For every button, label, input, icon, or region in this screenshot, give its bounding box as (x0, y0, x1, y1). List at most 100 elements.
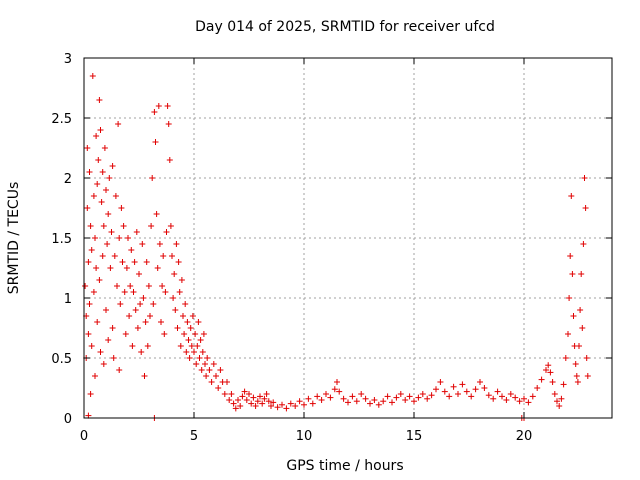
data-point-marker (331, 386, 338, 393)
data-point-marker (213, 373, 219, 379)
data-point-marker (100, 223, 107, 229)
x-tick-label: 10 (296, 429, 313, 444)
data-point-marker (499, 393, 505, 400)
y-axis-label: SRMTID / TECUs (6, 182, 22, 295)
data-point-marker (565, 331, 571, 337)
data-point-marker (149, 175, 156, 181)
data-point-marker (384, 393, 391, 400)
data-point-marker (334, 379, 340, 385)
data-point-marker (156, 241, 163, 247)
data-point-marker (549, 379, 556, 385)
data-point-marker (560, 381, 567, 388)
data-point-marker (114, 283, 120, 289)
data-point-marker (166, 157, 173, 163)
data-point-marker (139, 241, 146, 247)
data-point-marker (477, 379, 483, 385)
data-point-marker (202, 361, 208, 367)
data-point-marker (195, 319, 202, 325)
data-point-marker (208, 379, 215, 385)
data-point-marker (141, 373, 148, 379)
data-point-marker (104, 241, 111, 247)
data-point-marker (97, 349, 104, 355)
data-point-marker (199, 349, 206, 355)
data-point-marker (196, 355, 203, 361)
data-point-marker (235, 397, 241, 403)
data-point-marker (180, 313, 186, 319)
data-point-marker (580, 241, 587, 247)
data-point-marker (463, 388, 470, 395)
data-point-marker (415, 394, 422, 401)
data-point-marker (115, 121, 122, 127)
data-point-marker (224, 379, 230, 385)
data-point-marker (165, 121, 172, 127)
data-point-marker (126, 313, 133, 319)
x-tick-label: 0 (80, 429, 88, 444)
y-tick-label: 1.5 (51, 232, 72, 247)
data-point-marker (175, 259, 182, 265)
data-point-marker (160, 253, 167, 259)
x-tick-label: 15 (406, 429, 423, 444)
data-point-marker (96, 97, 103, 103)
data-point-marker (185, 337, 192, 343)
data-point-marker (191, 349, 197, 355)
data-point-marker (94, 181, 101, 187)
y-tick-label: 0 (64, 412, 72, 427)
data-point-marker (93, 133, 100, 139)
data-point-marker (90, 193, 97, 199)
data-point-marker (362, 395, 369, 402)
data-point-marker (203, 373, 210, 379)
data-point-marker (132, 307, 139, 313)
y-tick-label: 2.5 (51, 112, 72, 127)
data-point-marker (521, 395, 527, 402)
data-point-marker (578, 271, 585, 277)
data-point-marker (584, 373, 591, 379)
data-point-marker (177, 343, 184, 349)
data-point-marker (570, 313, 577, 319)
data-point-marker (183, 349, 190, 355)
data-point-marker (428, 392, 435, 399)
data-point-marker (573, 373, 580, 379)
data-point-marker (221, 391, 228, 397)
data-point-marker (226, 397, 233, 403)
data-point-marker (581, 175, 588, 181)
data-point-marker (459, 381, 466, 388)
data-point-marker (130, 289, 137, 295)
data-point-marker (187, 325, 194, 331)
data-point-marker (188, 343, 195, 349)
data-point-marker (411, 398, 417, 405)
data-point-marker (490, 395, 497, 402)
data-point-marker (270, 399, 277, 406)
data-point-marker (554, 398, 560, 405)
data-point-marker (163, 229, 170, 235)
data-point-marker (576, 343, 582, 349)
data-point-marker (100, 361, 107, 367)
data-point-marker (158, 319, 164, 325)
data-point-marker (237, 403, 244, 409)
data-point-marker (259, 400, 266, 407)
data-point-marker (96, 277, 103, 283)
data-point-marker (529, 393, 536, 400)
data-point-marker (257, 393, 263, 400)
data-point-marker (543, 367, 549, 373)
chart-title: Day 014 of 2025, SRMTID for receiver ufc… (195, 19, 495, 35)
data-point-marker (389, 399, 395, 406)
data-point-marker (349, 393, 356, 400)
data-point-marker (525, 399, 532, 406)
data-point-marker (494, 388, 501, 395)
data-point-marker (254, 398, 261, 405)
data-point-marker (323, 391, 329, 397)
data-point-marker (397, 391, 404, 397)
x-axis-label: GPS time / hours (286, 458, 403, 474)
data-point-marker (200, 331, 207, 337)
data-point-marker (301, 401, 307, 408)
data-point-marker (556, 403, 563, 409)
y-tick-label: 1 (64, 292, 72, 307)
data-point-marker (367, 400, 373, 407)
data-point-marker (353, 398, 360, 405)
data-point-marker (577, 307, 584, 313)
data-point-marker (228, 391, 235, 397)
data-point-marker (151, 109, 158, 115)
data-point-marker (117, 301, 124, 307)
data-point-marker (101, 145, 108, 151)
